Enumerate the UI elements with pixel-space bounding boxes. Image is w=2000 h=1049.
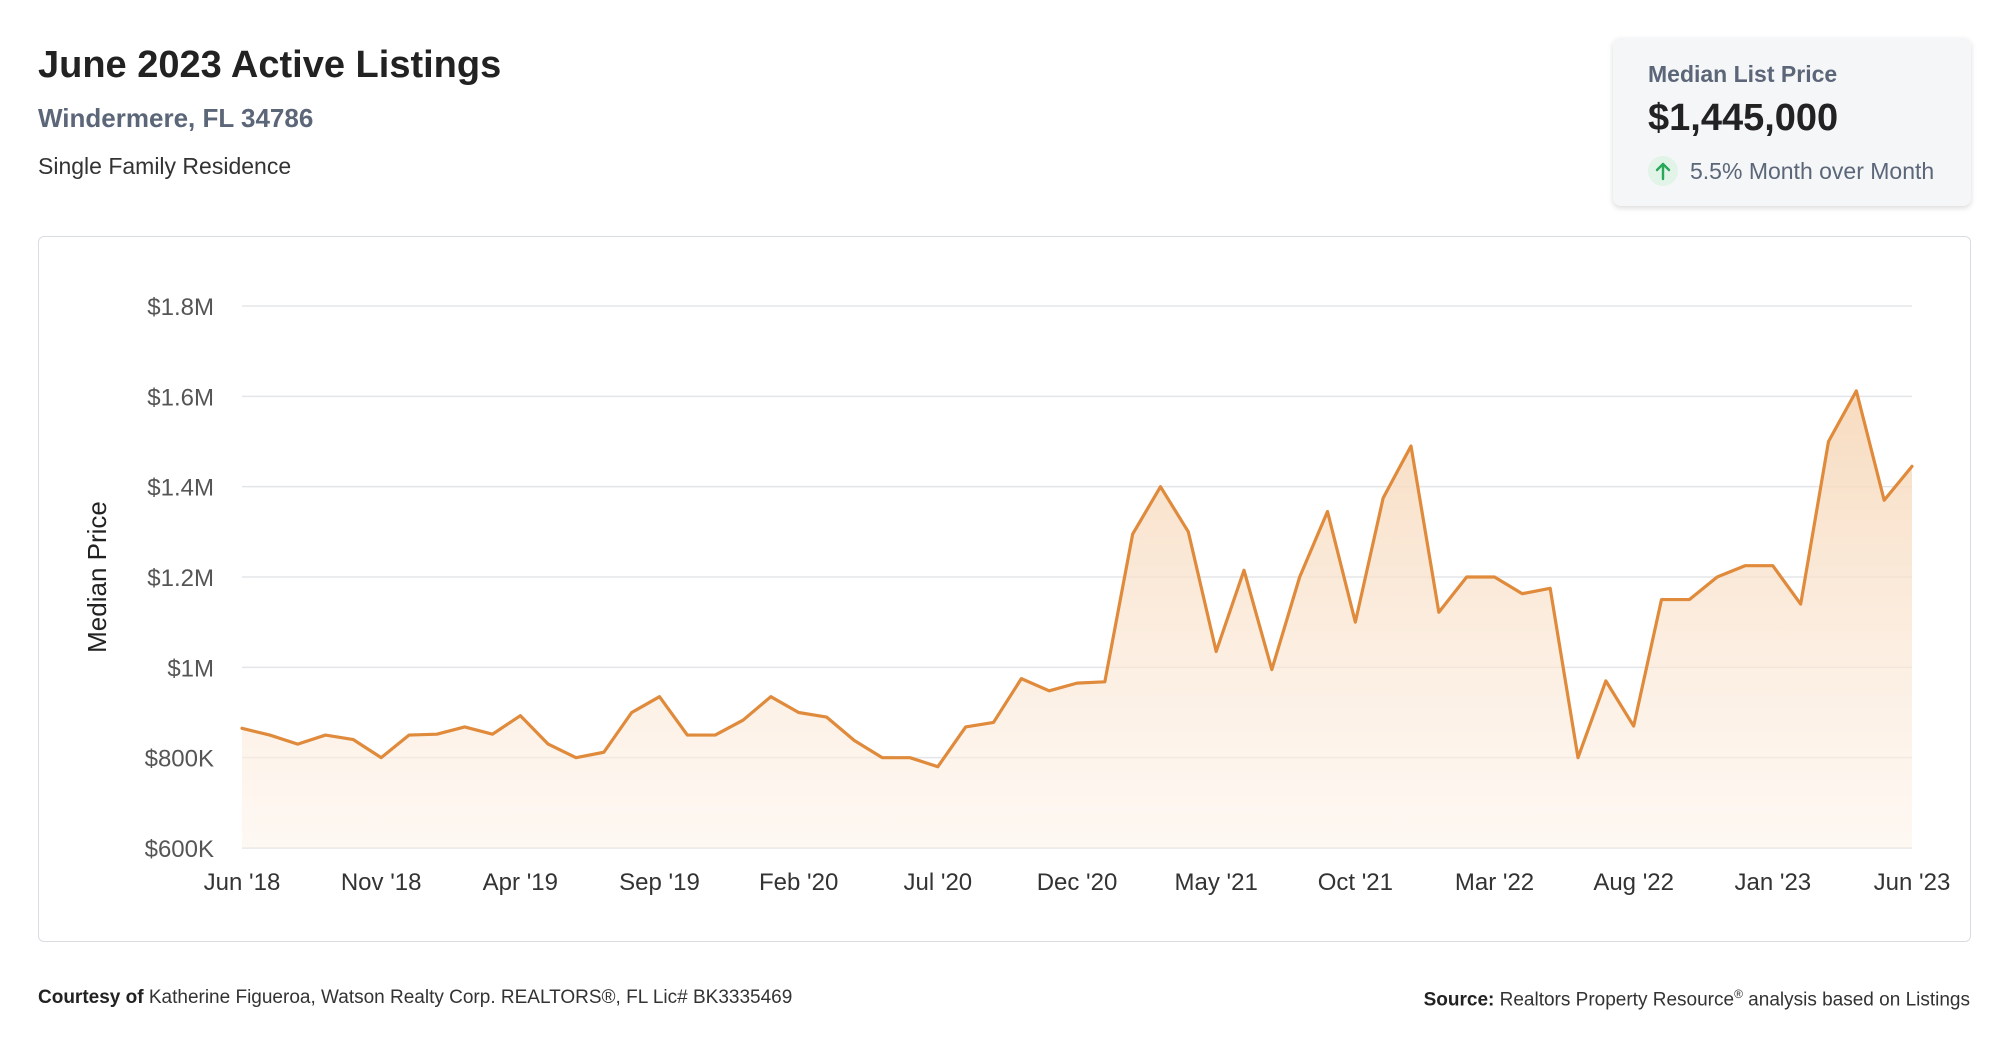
- y-tick-label: $800K: [145, 746, 214, 773]
- y-tick-label: $1.6M: [147, 384, 214, 411]
- x-tick-label: Feb '20: [759, 869, 838, 896]
- source-label: Source:: [1423, 989, 1495, 1011]
- x-tick-label: Aug '22: [1593, 869, 1674, 896]
- kpi-value: $1,445,000: [1648, 97, 1839, 139]
- x-tick-label: May '21: [1175, 869, 1258, 896]
- y-axis-label: Median Price: [82, 501, 112, 653]
- x-tick-label: Apr '19: [483, 869, 558, 896]
- x-tick-label: Jun '23: [1874, 869, 1951, 896]
- y-tick-label: $600K: [145, 836, 214, 863]
- y-tick-label: $1.2M: [147, 565, 214, 592]
- kpi-change-text: 5.5% Month over Month: [1690, 157, 1935, 184]
- series-line: [240, 389, 1914, 769]
- source-text: Realtors Property Resource: [1499, 989, 1735, 1011]
- x-tick-label: Jan '23: [1735, 869, 1812, 896]
- x-tick-label: Jul '20: [904, 869, 973, 896]
- x-tick-label: Oct '21: [1318, 869, 1393, 896]
- chart-card: $600K $800K $1M $1.2M $1.4M $1.6M $1.8M Jun '1…: [38, 236, 1971, 942]
- x-tick-label: Nov '18: [341, 869, 422, 896]
- courtesy-text: Katherine Figueroa, Watson Realty Corp. …: [148, 987, 793, 1008]
- source-footer: Source: Realtors Property Resource® anal…: [1424, 987, 1970, 1011]
- x-tick-label: Sep '19: [619, 869, 700, 896]
- property-type-label: Single Family Residence: [38, 153, 292, 179]
- courtesy-footer: Courtesy of Katherine Figueroa, Watson R…: [38, 987, 792, 1009]
- location-subtitle: Windermere, FL 34786: [38, 103, 314, 133]
- arrow-up-icon: [1648, 156, 1678, 186]
- y-tick-label: $1M: [167, 655, 214, 682]
- x-tick-label: Jun '18: [204, 869, 281, 896]
- median-list-price-card: Median List Price $1,445,000 5.5% Month …: [1613, 38, 1971, 206]
- series-area: [242, 390, 1912, 848]
- y-tick-label: $1.4M: [147, 475, 214, 502]
- median-price-chart: $600K $800K $1M $1.2M $1.4M $1.6M $1.8M Jun '1…: [82, 294, 1951, 896]
- x-tick-label: Mar '22: [1455, 869, 1534, 896]
- page-title: June 2023 Active Listings: [38, 44, 502, 86]
- kpi-label: Median List Price: [1648, 61, 1838, 87]
- source-text-end: analysis based on Listings: [1742, 989, 1970, 1011]
- x-tick-label: Dec '20: [1037, 869, 1118, 896]
- courtesy-label: Courtesy of: [38, 987, 144, 1008]
- kpi-change: 5.5% Month over Month: [1648, 156, 1934, 186]
- y-tick-label: $1.8M: [147, 294, 214, 321]
- registered-mark: ®: [1734, 987, 1743, 1001]
